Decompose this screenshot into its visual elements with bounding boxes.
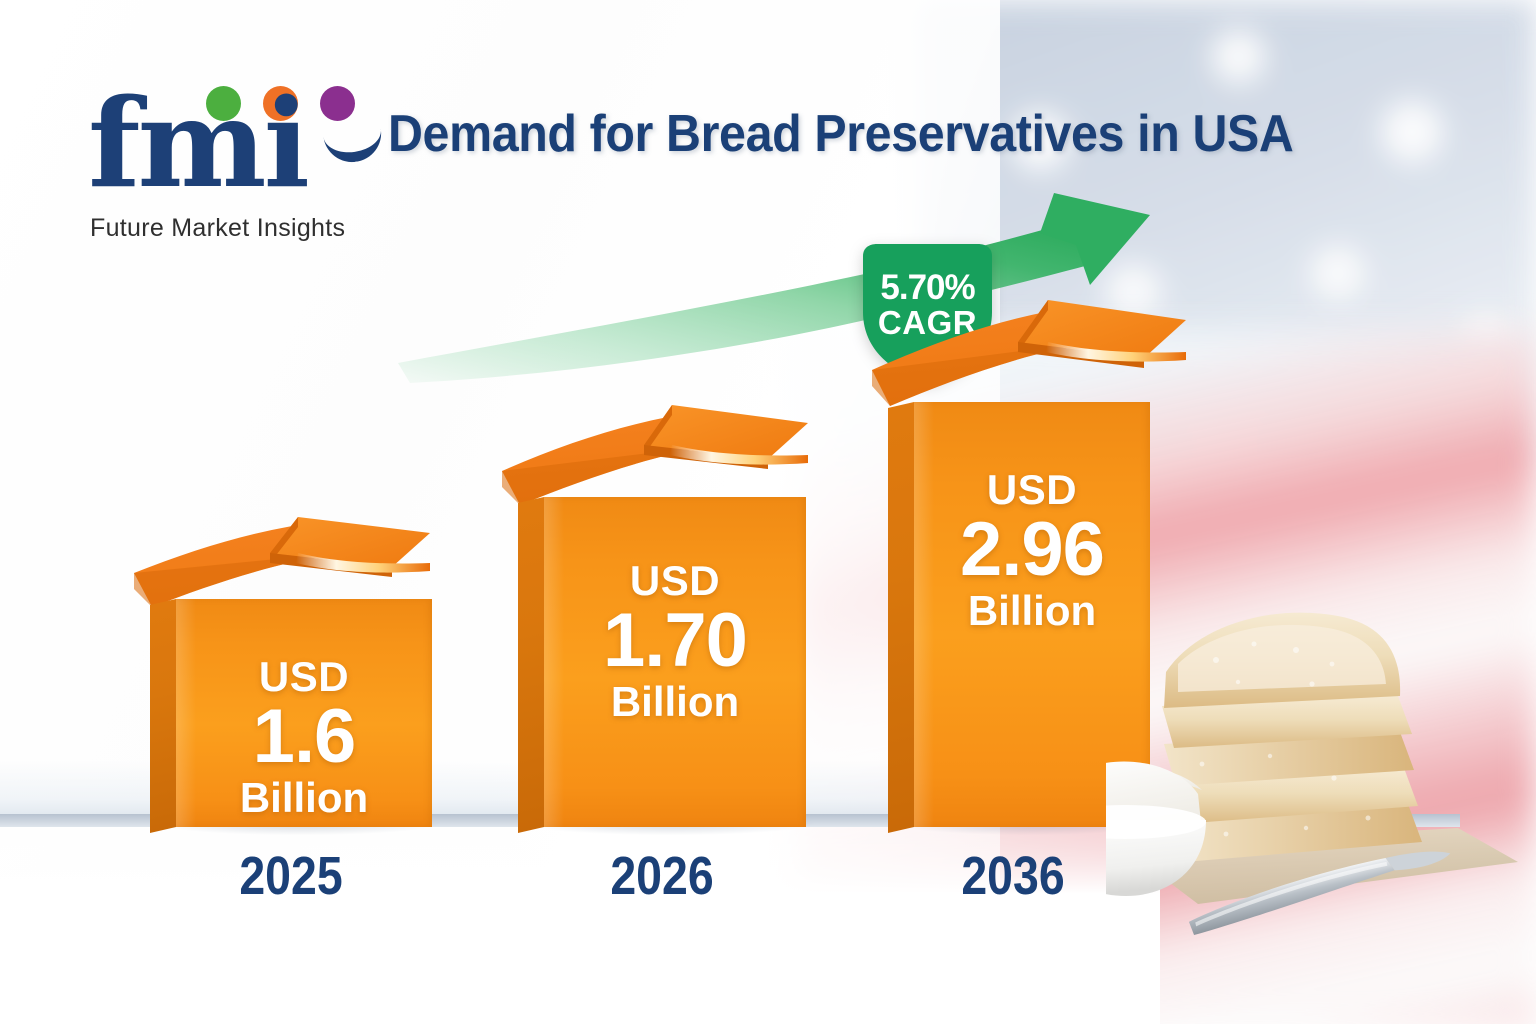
logo-dot-orange-icon [263, 86, 298, 121]
bar-unit: Billion [610, 678, 740, 725]
bar-currency: USD [258, 653, 350, 700]
logo-wordmark: fmi [88, 71, 310, 215]
x-axis-label-2026: 2026 [610, 846, 714, 906]
bar-value-label: USD 2.96 Billion [914, 468, 1150, 634]
x-axis-label-2036: 2036 [961, 846, 1065, 906]
bar-value: 1.70 [603, 598, 748, 683]
bar-unit: Billion [967, 587, 1097, 634]
bar-side-face [888, 402, 914, 834]
growth-arrow-icon [390, 185, 1180, 385]
background-bottom-fade [0, 814, 1160, 1024]
bar-front-face [176, 599, 432, 827]
fmi-logo: fmi Future Market Insights [88, 71, 385, 243]
bar-front-face [544, 497, 806, 827]
bar-value-label: USD 1.70 Billion [544, 559, 806, 725]
bar-currency: USD [986, 466, 1078, 513]
bar-2025[interactable]: USD 1.6 Billion [134, 517, 440, 835]
bread-and-flour-photo [1044, 532, 1536, 952]
bar-unit: Billion [239, 774, 369, 821]
bar-value: 1.6 [252, 694, 357, 779]
bar-currency: USD [629, 557, 721, 604]
logo-dots [206, 86, 366, 126]
bar-value: 2.96 [960, 507, 1105, 592]
bar-front-face [914, 402, 1150, 827]
bar-2026[interactable]: USD 1.70 Billion [502, 405, 814, 835]
logo-tagline: Future Market Insights [90, 214, 346, 242]
bar-side-face [150, 599, 176, 834]
bar-side-face [518, 497, 544, 834]
cagr-value: 5.70% [880, 268, 975, 308]
logo-dot-green-icon [206, 86, 241, 121]
logo-dot-purple-icon [320, 86, 355, 121]
page-title: Demand for Bread Preservatives in USA [388, 105, 1294, 163]
bar-value-label: USD 1.6 Billion [176, 655, 432, 821]
x-axis-label-2025: 2025 [239, 846, 343, 906]
